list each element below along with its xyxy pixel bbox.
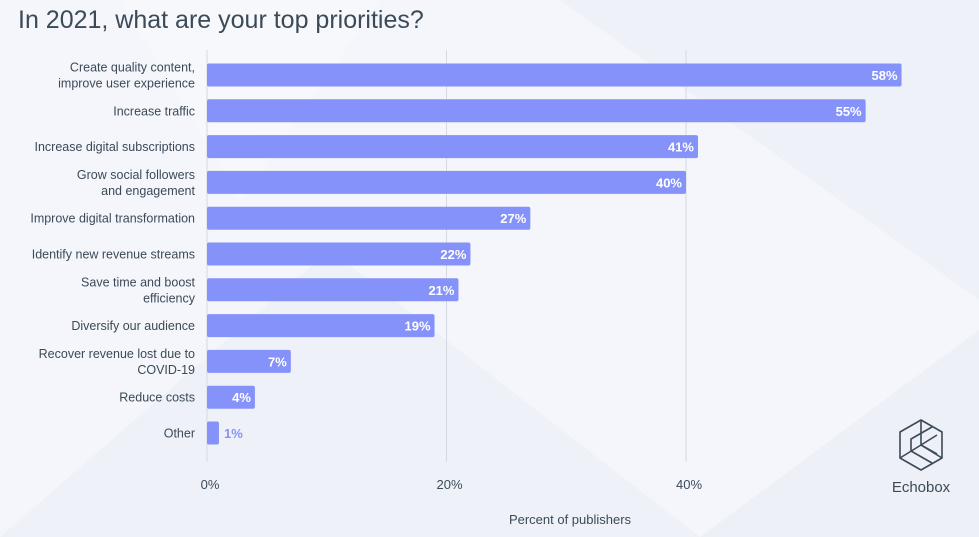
category-label-line: efficiency bbox=[143, 291, 196, 305]
category-label: Diversify our audience bbox=[71, 319, 195, 333]
x-tick-label: 0% bbox=[201, 477, 220, 492]
x-tick-label: 40% bbox=[676, 477, 702, 492]
category-label-line: improve user experience bbox=[58, 77, 195, 91]
category-label-line: Increase digital subscriptions bbox=[35, 140, 196, 154]
bar-value-label: 55% bbox=[836, 104, 862, 119]
bar bbox=[207, 242, 471, 266]
bar bbox=[207, 206, 531, 230]
bars: 58% 55% 41% 40% 27% 22% 21% 19% 7% 4% 1% bbox=[207, 63, 902, 445]
category-labels: Create quality content, improve user expe… bbox=[30, 61, 195, 441]
bar-value-label: 7% bbox=[268, 354, 287, 369]
echobox-logo-icon bbox=[899, 419, 943, 471]
category-label: Improve digital transformation bbox=[30, 212, 195, 226]
category-label-line: Reduce costs bbox=[119, 391, 195, 405]
bar-value-label: 4% bbox=[232, 390, 251, 405]
bar-value-label: 1% bbox=[224, 426, 243, 441]
bar bbox=[207, 314, 435, 338]
category-label: Grow social followers and engagement bbox=[77, 168, 196, 198]
category-label-line: Save time and boost bbox=[81, 275, 195, 289]
category-label-line: Other bbox=[164, 427, 195, 441]
category-label-line: Grow social followers bbox=[77, 168, 195, 182]
category-label-line: and engagement bbox=[101, 184, 195, 198]
bar bbox=[207, 278, 459, 302]
category-label-line: Diversify our audience bbox=[71, 319, 195, 333]
x-axis-ticks: 0% 20% 40% bbox=[201, 477, 703, 492]
bar bbox=[207, 63, 902, 87]
bar bbox=[207, 421, 219, 445]
category-label: Save time and boost efficiency bbox=[81, 275, 196, 305]
category-label: Recover revenue lost due to COVID-19 bbox=[39, 347, 195, 377]
bar bbox=[207, 170, 686, 194]
brand: Echobox bbox=[878, 418, 964, 496]
category-label: Identify new revenue streams bbox=[32, 248, 195, 262]
category-label: Increase digital subscriptions bbox=[35, 140, 196, 154]
category-label: Create quality content, improve user expe… bbox=[58, 61, 195, 91]
bar-value-label: 19% bbox=[404, 319, 430, 334]
bar bbox=[207, 135, 698, 159]
bar-value-label: 58% bbox=[872, 68, 898, 83]
category-label: Reduce costs bbox=[119, 391, 195, 405]
category-label-line: Identify new revenue streams bbox=[32, 248, 195, 262]
category-label-line: Create quality content, bbox=[70, 61, 195, 75]
category-label: Increase traffic bbox=[113, 104, 195, 118]
bar-value-label: 27% bbox=[500, 211, 526, 226]
category-label-line: Increase traffic bbox=[113, 104, 195, 118]
bar-value-label: 22% bbox=[440, 247, 466, 262]
category-label-line: COVID-19 bbox=[137, 363, 195, 377]
category-label-line: Improve digital transformation bbox=[30, 212, 195, 226]
x-tick-label: 20% bbox=[436, 477, 462, 492]
x-axis-title: Percent of publishers bbox=[509, 512, 632, 527]
category-label: Other bbox=[164, 427, 195, 441]
bar bbox=[207, 385, 255, 409]
bar bbox=[207, 99, 866, 123]
bar-value-label: 40% bbox=[656, 175, 682, 190]
bar-value-label: 21% bbox=[428, 283, 454, 298]
chart-title: In 2021, what are your top priorities? bbox=[18, 6, 424, 34]
brand-name: Echobox bbox=[891, 479, 951, 496]
category-label-line: Recover revenue lost due to bbox=[39, 347, 195, 361]
bar bbox=[207, 349, 291, 373]
bar-value-label: 41% bbox=[668, 140, 694, 155]
